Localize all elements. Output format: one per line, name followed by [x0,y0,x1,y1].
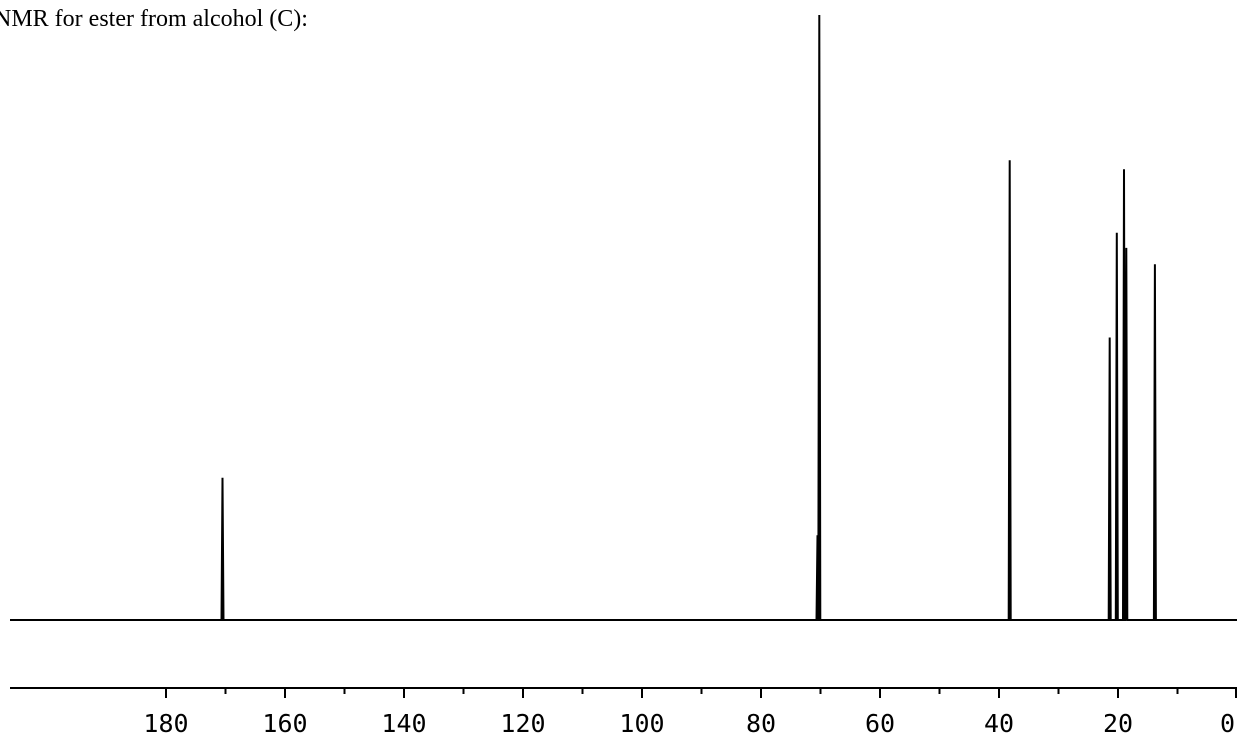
chart-caption: NMR for ester from alcohol (C): [0,6,308,32]
x-axis-tick-labels: 180 160 140 120 100 80 60 40 20 0 [143,709,1235,738]
x-axis-ticks [165,688,1237,698]
tick-label-120: 120 [500,709,545,738]
tick-label-160: 160 [262,709,307,738]
tick-label-0: 0 [1220,709,1235,738]
tick-label-20: 20 [1103,709,1133,738]
tick-label-180: 180 [143,709,188,738]
tick-label-40: 40 [984,709,1014,738]
tick-label-60: 60 [865,709,895,738]
tick-label-100: 100 [619,709,664,738]
tick-label-80: 80 [746,709,776,738]
spectrum-trace [10,14,1237,621]
tick-label-140: 140 [381,709,426,738]
